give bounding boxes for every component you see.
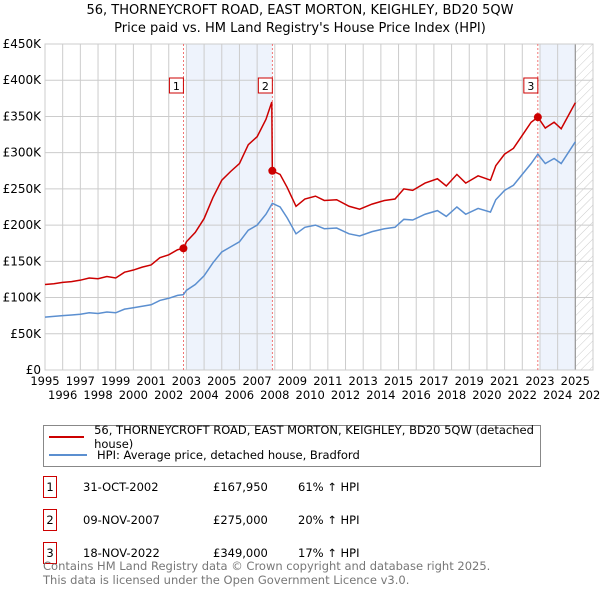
x-tick-label: 2025: [561, 374, 590, 388]
x-tick-label: 2022: [508, 388, 537, 402]
transaction-number: 2: [43, 509, 57, 531]
chart-subtitle: Price paid vs. HM Land Registry's House …: [114, 21, 486, 36]
sale-label-box: [168, 77, 184, 94]
sale-label: 1: [173, 80, 180, 93]
transaction-row: 2 09-NOV-2007 £275,000 20% ↑ HPI: [43, 509, 543, 531]
x-tick-label: 1995: [30, 374, 59, 388]
y-tick-label: £50K: [10, 327, 42, 341]
x-tick-label: 2024: [543, 388, 572, 402]
transaction-hpi: 20% ↑ HPI: [298, 513, 360, 527]
x-tick-label: 2020: [472, 388, 501, 402]
transaction-price: £167,950: [213, 480, 268, 494]
footer-line: This data is licensed under the Open Gov…: [43, 573, 410, 587]
x-tick-label: 2003: [172, 374, 201, 388]
y-tick-label: £0: [26, 363, 41, 377]
y-tick-label: £450K: [3, 37, 43, 51]
y-tick-label: £100K: [3, 291, 43, 305]
sale-point: [179, 244, 188, 253]
transaction-date: 09-NOV-2007: [83, 513, 160, 527]
sale-label: 2: [262, 80, 269, 93]
chart-title: 56, THORNEYCROFT ROAD, EAST MORTON, KEIG…: [86, 3, 514, 18]
x-tick-label: 2021: [490, 374, 519, 388]
transaction-hpi: 17% ↑ HPI: [298, 546, 360, 560]
x-tick-label: 2002: [154, 388, 183, 402]
x-tick-label: 2017: [419, 374, 448, 388]
x-tick-label: 2009: [278, 374, 307, 388]
x-tick-label: 1996: [48, 388, 77, 402]
x-tick-label: 2005: [207, 374, 236, 388]
x-tick-label: 2004: [189, 388, 218, 402]
x-tick-label: 2019: [455, 374, 484, 388]
transaction-number: 3: [43, 542, 57, 564]
footer: Contains HM Land Registry data © Crown c…: [43, 559, 490, 587]
transaction-price: £275,000: [213, 513, 268, 527]
shaded-period: [186, 44, 273, 370]
transaction-date: 31-OCT-2002: [83, 480, 159, 494]
price-chart: 1995199619971998199920002001200220032004…: [3, 37, 600, 402]
transaction-date: 18-NOV-2022: [83, 546, 160, 560]
x-tick-label: 2000: [119, 388, 148, 402]
plot-frame: [44, 43, 594, 371]
forecast-hatch: [575, 44, 593, 370]
x-tick-label: 2012: [331, 388, 360, 402]
x-tick-label: 2007: [242, 374, 271, 388]
y-tick-label: £350K: [3, 109, 43, 123]
x-tick-label: 2001: [136, 374, 165, 388]
y-tick-label: £300K: [3, 146, 43, 160]
x-tick-label: 2011: [313, 374, 342, 388]
legend-swatch-hpi: [49, 454, 87, 456]
x-tick-label: 1999: [101, 374, 130, 388]
x-tick-label: 2008: [260, 388, 289, 402]
footer-line: Contains HM Land Registry data © Crown c…: [43, 559, 491, 573]
x-tick-label: 1998: [83, 388, 112, 402]
x-tick-label: 2026: [578, 388, 600, 402]
x-tick-label: 2006: [225, 388, 254, 402]
transaction-row: 3 18-NOV-2022 £349,000 17% ↑ HPI: [43, 542, 543, 564]
sale-point: [268, 166, 277, 175]
sale-point: [533, 113, 542, 122]
transaction-row: 1 31-OCT-2002 £167,950 61% ↑ HPI: [43, 476, 543, 498]
y-tick-label: £200K: [3, 218, 43, 232]
property-price-line: [44, 101, 576, 286]
x-tick-label: 2023: [525, 374, 554, 388]
legend-label-property: 56, THORNEYCROFT ROAD, EAST MORTON, KEIG…: [94, 423, 534, 451]
sale-label: 3: [527, 80, 534, 93]
legend: 56, THORNEYCROFT ROAD, EAST MORTON, KEIG…: [43, 423, 541, 467]
x-tick-label: 2010: [296, 388, 325, 402]
x-tick-label: 1997: [66, 374, 95, 388]
legend-swatch-property: [49, 436, 85, 438]
y-tick-label: £250K: [3, 182, 43, 196]
x-tick-label: 2014: [366, 388, 395, 402]
transaction-price: £349,000: [213, 546, 268, 560]
sale-label-box: [523, 77, 539, 94]
legend-label-hpi: HPI: Average price, detached house, Brad…: [97, 448, 360, 462]
transaction-hpi: 61% ↑ HPI: [298, 480, 360, 494]
hpi-line: [44, 141, 576, 318]
x-tick-label: 2016: [402, 388, 431, 402]
y-tick-label: £400K: [3, 73, 43, 87]
x-tick-label: 2018: [437, 388, 466, 402]
sale-label-box: [257, 77, 273, 94]
x-tick-label: 2013: [349, 374, 378, 388]
transaction-number: 1: [43, 476, 57, 498]
y-tick-label: £150K: [3, 254, 43, 268]
x-tick-label: 2015: [384, 374, 413, 388]
